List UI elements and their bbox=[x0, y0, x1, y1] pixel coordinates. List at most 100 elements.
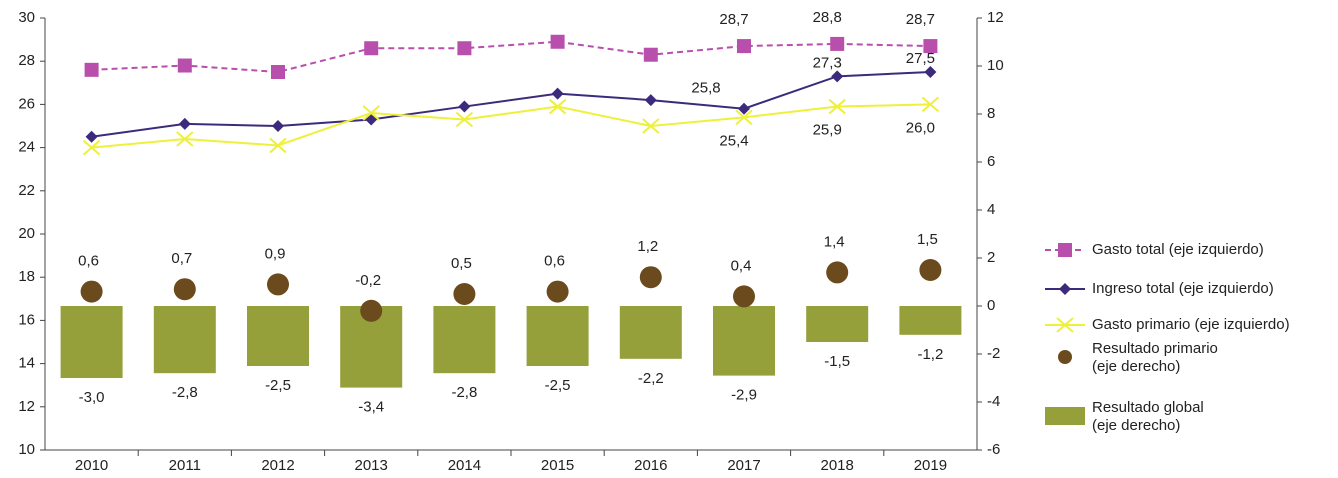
legend-swatch bbox=[1045, 407, 1085, 425]
bar bbox=[806, 306, 869, 342]
marker bbox=[272, 120, 284, 132]
legend-label-line: Resultado primario bbox=[1092, 340, 1218, 357]
dot bbox=[919, 259, 942, 281]
legend-item: Gasto primario (eje izquierdo) bbox=[1045, 316, 1290, 333]
data-label: 25,4 bbox=[719, 132, 748, 149]
x-tick-label: 2010 bbox=[75, 457, 108, 474]
data-label: 0,6 bbox=[544, 253, 565, 270]
y2-tick-label: 12 bbox=[987, 9, 1004, 26]
legend-dot bbox=[1058, 350, 1072, 364]
data-label: 1,4 bbox=[824, 233, 845, 250]
marker bbox=[84, 62, 99, 77]
marker bbox=[178, 117, 191, 130]
y-tick-label: 22 bbox=[18, 182, 35, 199]
dot bbox=[546, 280, 569, 303]
data-label: 27,5 bbox=[906, 50, 935, 67]
marker bbox=[644, 94, 657, 107]
y2-tick-label: 6 bbox=[987, 153, 995, 170]
marker bbox=[921, 96, 940, 113]
data-label: -2,5 bbox=[265, 377, 291, 394]
legend-label: Gasto total (eje izquierdo) bbox=[1092, 241, 1264, 258]
legend-label: Resultado global (eje derecho) bbox=[1092, 399, 1204, 434]
marker bbox=[548, 98, 567, 115]
dot bbox=[267, 273, 289, 296]
y2-tick-label: 10 bbox=[987, 57, 1004, 74]
data-label: 26,0 bbox=[906, 119, 935, 136]
legend-item: Resultado primario (eje derecho) bbox=[1058, 340, 1218, 375]
x-tick-label: 2013 bbox=[355, 457, 388, 474]
data-label: 25,8 bbox=[691, 80, 720, 97]
data-label: 27,3 bbox=[813, 54, 842, 71]
data-label: 28,7 bbox=[719, 11, 748, 28]
data-label: 1,2 bbox=[637, 238, 658, 255]
data-label: -0,2 bbox=[355, 272, 381, 289]
y2-tick-label: -6 bbox=[987, 441, 1000, 458]
data-label: 0,4 bbox=[731, 257, 752, 274]
marker bbox=[735, 109, 753, 126]
marker bbox=[737, 39, 751, 54]
y2-tick-label: 0 bbox=[987, 297, 995, 314]
marker bbox=[271, 65, 285, 79]
marker bbox=[828, 98, 846, 115]
x-tick-label: 2018 bbox=[821, 457, 854, 474]
dot bbox=[639, 266, 662, 289]
legend-item: Ingreso total (eje izquierdo) bbox=[1045, 280, 1274, 297]
marker bbox=[177, 58, 192, 73]
y-tick-label: 26 bbox=[18, 95, 35, 112]
marker bbox=[923, 39, 938, 54]
marker bbox=[85, 130, 98, 143]
data-label: -2,8 bbox=[451, 384, 477, 401]
y2-tick-label: 2 bbox=[987, 249, 995, 266]
data-label: -1,2 bbox=[917, 346, 943, 363]
y-tick-label: 10 bbox=[18, 441, 35, 458]
bar bbox=[247, 306, 309, 366]
marker bbox=[738, 102, 750, 115]
y-tick-label: 16 bbox=[18, 311, 35, 328]
marker bbox=[1056, 317, 1074, 333]
y-tick-label: 28 bbox=[18, 52, 35, 69]
x-tick-label: 2014 bbox=[448, 457, 481, 474]
marker bbox=[830, 36, 845, 51]
data-label: 0,6 bbox=[78, 253, 99, 270]
marker bbox=[1058, 243, 1072, 257]
y-tick-label: 12 bbox=[18, 398, 35, 415]
y-tick-label: 24 bbox=[18, 139, 35, 156]
data-label: 1,5 bbox=[917, 231, 938, 248]
data-label: -2,9 bbox=[731, 387, 757, 404]
legend-label: Ingreso total (eje izquierdo) bbox=[1092, 280, 1274, 297]
legend-item: Gasto total (eje izquierdo) bbox=[1045, 241, 1264, 258]
bar bbox=[153, 306, 216, 374]
marker bbox=[362, 105, 380, 121]
data-label: -3,0 bbox=[79, 389, 105, 406]
data-label: -1,5 bbox=[824, 353, 850, 370]
marker bbox=[924, 66, 937, 78]
marker bbox=[457, 41, 472, 56]
data-label: 28,8 bbox=[813, 9, 842, 26]
bar bbox=[713, 306, 775, 376]
marker bbox=[82, 139, 101, 156]
y-tick-label: 30 bbox=[18, 9, 35, 26]
legend-label-line: (eje derecho) bbox=[1092, 358, 1180, 375]
data-label: -2,2 bbox=[638, 370, 664, 387]
marker bbox=[458, 100, 471, 113]
x-tick-label: 2019 bbox=[914, 457, 947, 474]
data-label: 0,5 bbox=[451, 255, 472, 272]
y2-tick-label: -2 bbox=[987, 345, 1000, 362]
x-tick-label: 2016 bbox=[634, 457, 667, 474]
legend-label-line: (eje derecho) bbox=[1092, 417, 1180, 434]
y-tick-label: 20 bbox=[18, 225, 35, 242]
bar bbox=[60, 306, 123, 378]
data-label: -2,8 bbox=[172, 384, 198, 401]
legend-label: Gasto primario (eje izquierdo) bbox=[1092, 316, 1290, 333]
bar bbox=[526, 306, 589, 366]
dot bbox=[733, 285, 755, 308]
marker bbox=[551, 87, 564, 100]
line bbox=[91, 103, 931, 149]
marker bbox=[643, 47, 658, 62]
bar bbox=[619, 306, 682, 359]
y-tick-label: 14 bbox=[18, 355, 35, 372]
legend-label: Resultado primario (eje derecho) bbox=[1092, 340, 1218, 375]
legend-item: Resultado global (eje derecho) bbox=[1045, 399, 1204, 434]
y2-tick-label: 4 bbox=[987, 201, 995, 218]
